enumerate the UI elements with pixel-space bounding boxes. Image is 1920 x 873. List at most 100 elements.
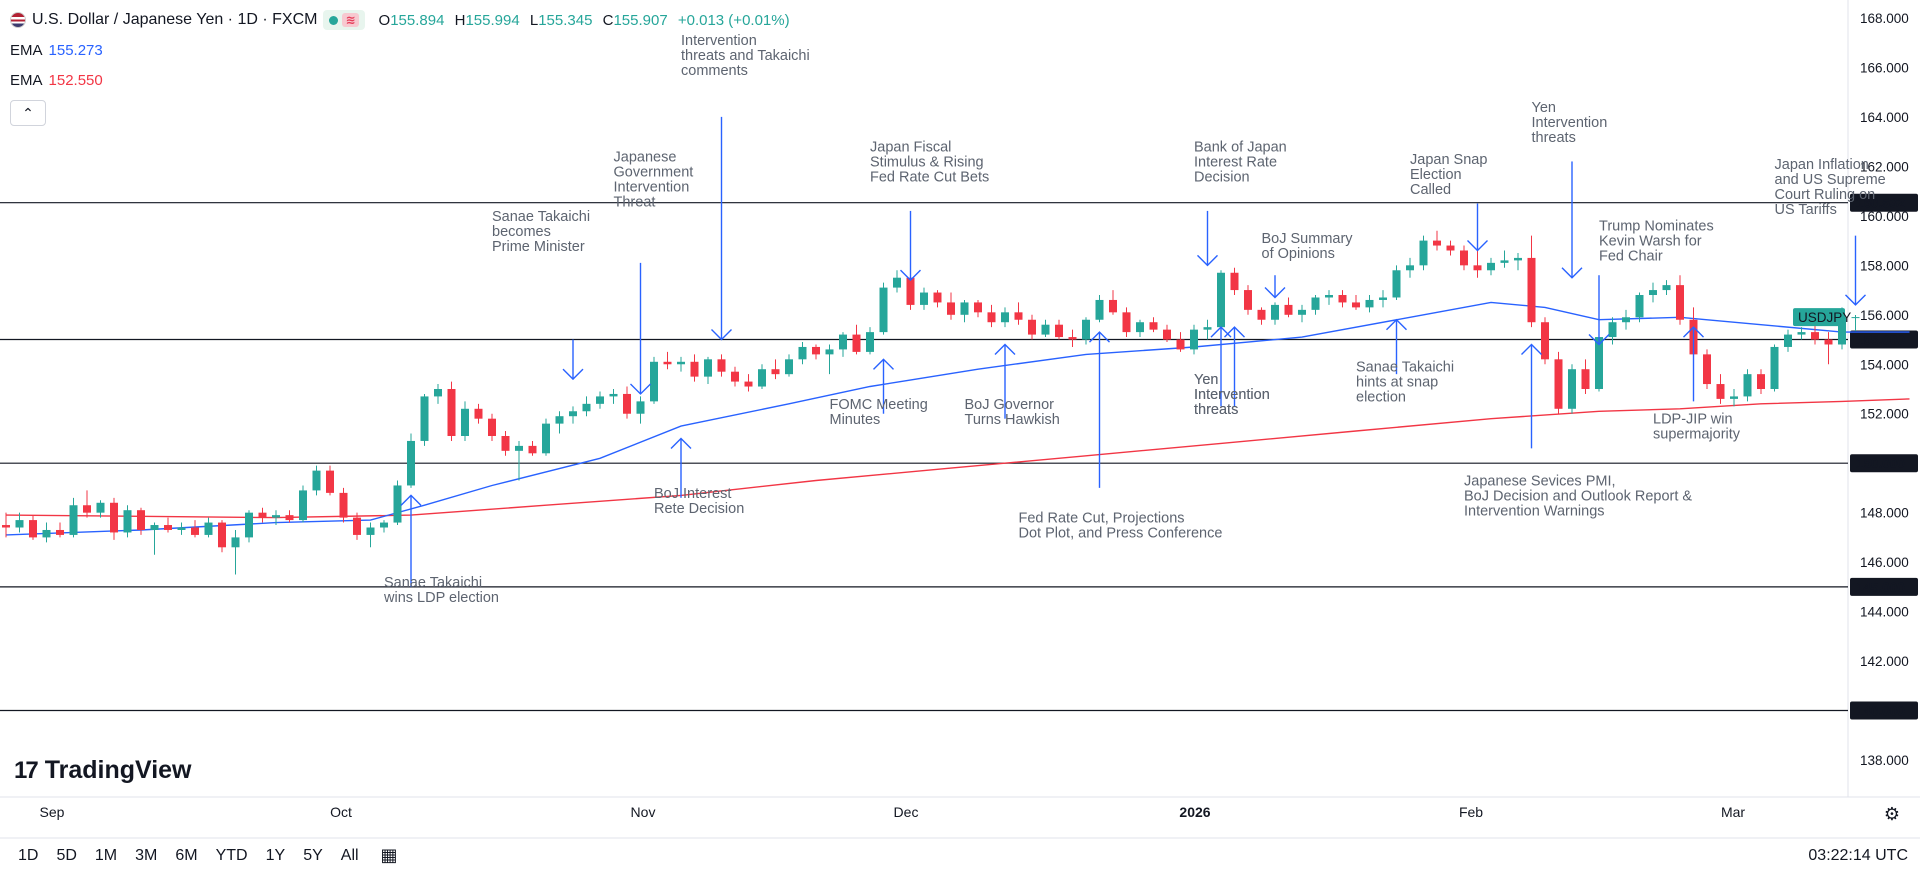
annotation-arrowhead: [1467, 239, 1488, 252]
level-price-tag: [1850, 577, 1918, 596]
annotation-text-line: Sanae Takaichi: [384, 575, 482, 591]
candle-body: [366, 527, 375, 535]
candle: [42, 522, 51, 543]
timeframe-1y[interactable]: 1Y: [265, 846, 286, 864]
candle: [1365, 295, 1374, 313]
calendar-icon[interactable]: ▦: [380, 845, 398, 865]
symbol-title[interactable]: U.S. Dollar / Japanese Yen · 1D · FXCM: [32, 11, 318, 28]
candle: [1149, 317, 1158, 333]
annotation-text-line: Intervention: [1532, 115, 1608, 131]
candle-body: [204, 522, 213, 535]
timeframe-1m[interactable]: 1M: [94, 846, 118, 864]
annotation-text-line: Dot Plot, and Press Conference: [1019, 526, 1223, 542]
candle-body: [393, 485, 402, 523]
candle-body: [1001, 312, 1009, 323]
candle: [1541, 317, 1549, 365]
candle-body: [1433, 240, 1441, 246]
candle: [474, 403, 483, 424]
annotation-arrowhead: [1588, 333, 1610, 346]
candle-body: [947, 302, 955, 315]
candle: [1136, 319, 1144, 338]
candle-body: [1338, 295, 1347, 303]
annotation-text-line: Intervention: [1194, 387, 1270, 403]
timeframe-5d[interactable]: 5D: [56, 846, 77, 864]
candle-body: [1230, 272, 1239, 291]
candle: [1041, 319, 1050, 338]
y-tick-label: 162.000: [1860, 159, 1909, 174]
candle: [974, 299, 982, 318]
annotation-text-line: Yen: [1194, 372, 1218, 388]
candle: [771, 359, 780, 380]
candle-body: [1406, 265, 1414, 271]
timeframe-3m[interactable]: 3M: [135, 846, 158, 864]
candle-body: [866, 332, 874, 352]
candle: [488, 413, 496, 441]
chart-header: U.S. Dollar / Japanese Yen · 1D · FXCM ≋…: [10, 10, 796, 30]
level-price-label: 155.000: [1856, 333, 1905, 348]
candle-body: [758, 369, 766, 387]
candle-body: [2, 525, 10, 528]
candle-body: [1622, 317, 1630, 323]
candle-body: [812, 346, 820, 355]
candle-body: [1028, 319, 1036, 335]
annotation-text-line: Fed Chair: [1599, 249, 1663, 265]
candle-body: [1716, 384, 1725, 399]
timeframe-all[interactable]: All: [340, 846, 359, 864]
timeframe-ytd[interactable]: YTD: [215, 846, 248, 864]
annotation-text-line: Kevin Warsh for: [1599, 234, 1702, 250]
candle: [825, 344, 834, 375]
timeframe-6m[interactable]: 6M: [175, 846, 198, 864]
candle: [515, 440, 523, 481]
y-tick-label: 152.000: [1860, 407, 1909, 422]
candle: [1433, 230, 1441, 251]
indicator-ema-fast[interactable]: EMA 155.273: [10, 42, 103, 59]
candle-body: [690, 361, 699, 377]
candle-body: [1190, 329, 1198, 350]
candle-body: [906, 277, 915, 305]
usd-jpy-flag-icon: [10, 12, 26, 28]
annotation-text-line: of Opinions: [1262, 246, 1335, 262]
candle: [690, 354, 699, 382]
candle: [83, 490, 91, 518]
candle-body: [596, 396, 604, 404]
candle-body: [164, 525, 172, 530]
candle-body: [879, 287, 888, 333]
candle: [1095, 295, 1104, 323]
annotation-text-line: US Tariffs: [1775, 202, 1837, 218]
candle-body: [1784, 334, 1792, 347]
timeframe-5y[interactable]: 5Y: [303, 846, 323, 864]
timeframe-1d[interactable]: 1D: [18, 846, 39, 864]
annotation-text-line: FOMC Meeting: [830, 397, 928, 413]
candle: [920, 287, 928, 310]
candle: [1325, 290, 1333, 305]
candle-body: [353, 517, 361, 535]
candle-body: [1122, 312, 1131, 333]
annotation-text-line: Intervention Warnings: [1464, 503, 1605, 519]
candle: [623, 386, 631, 419]
candle-body: [1041, 324, 1050, 335]
ohlc-close: 155.907: [613, 11, 668, 29]
annotation-text-line: BoJ Summary: [1262, 231, 1354, 247]
candle-body: [42, 529, 51, 538]
candle-body: [1352, 302, 1360, 308]
level-price-tag: [1850, 193, 1918, 212]
candle: [312, 465, 321, 496]
status-pill[interactable]: ≋: [323, 10, 365, 30]
settings-gear-icon[interactable]: ⚙: [1883, 804, 1900, 824]
candle-body: [326, 470, 334, 493]
candle: [1176, 332, 1185, 352]
candle: [596, 391, 604, 409]
candle-body: [1797, 332, 1806, 335]
candle-body: [1136, 322, 1144, 333]
indicator-ema-slow[interactable]: EMA 152.550: [10, 72, 103, 89]
annotation: Japanese Sevices PMI,BoJ Decision and Ou…: [1464, 343, 1692, 519]
annotation-text-line: Trump Nominates: [1599, 219, 1714, 235]
collapse-legend-button[interactable]: ⌃: [10, 100, 46, 126]
candle: [407, 433, 415, 488]
annotation-arrowhead: [994, 343, 1016, 355]
candle: [56, 522, 64, 538]
